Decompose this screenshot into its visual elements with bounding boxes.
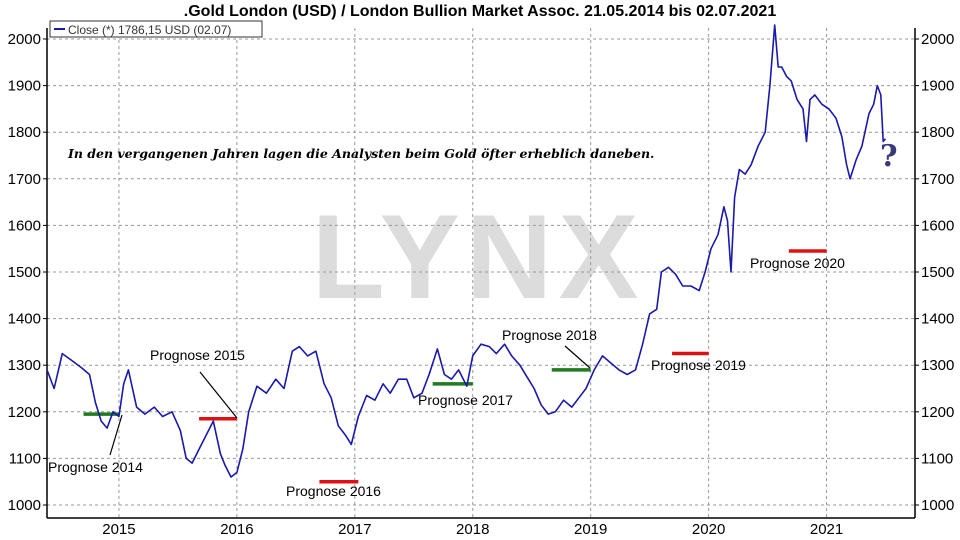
forecast-lines: Prognose 2014 Prognose 2015 Prognose 2016 P…	[48, 249, 845, 499]
x-tick-label: 2016	[220, 521, 253, 538]
y-tick-label-left: 1000	[8, 497, 41, 514]
y-tick-label-left: 1400	[8, 311, 41, 328]
y-tick-label-left: 1600	[8, 217, 41, 234]
x-tick-label: 2021	[810, 521, 843, 538]
grid	[47, 28, 915, 518]
x-tick-label: 2020	[692, 521, 725, 538]
y-tick-label-right: 1600	[921, 217, 954, 234]
y-tick-label-left: 1900	[8, 78, 41, 95]
forecast-pointer	[199, 371, 238, 419]
forecast-label: Prognose 2017	[418, 392, 513, 408]
forecast-pointer	[564, 345, 591, 369]
axes: 1000 1000 1100 1100 1200 1200 1300 1300 1400 1400…	[8, 28, 954, 538]
y-tick-label-right: 1200	[921, 404, 954, 421]
forecast-label: Prognose 2016	[286, 483, 381, 499]
y-tick-label-left: 1700	[8, 171, 41, 188]
y-tick-label-right: 1300	[921, 357, 954, 374]
y-tick-label-left: 1800	[8, 124, 41, 141]
legend: Close (*) 1786,15 USD (02.07)	[49, 20, 263, 38]
x-tick-label: 2015	[102, 521, 135, 538]
y-tick-label-right: 1000	[921, 497, 954, 514]
x-tick-label: 2019	[574, 521, 607, 538]
annotation-text: In den vergangenen Jahren lagen die Anal…	[67, 146, 654, 161]
forecast-label: Prognose 2020	[750, 255, 845, 271]
legend-label: Close (*) 1786,15 USD (02.07)	[68, 23, 231, 37]
x-tick-label: 2018	[456, 521, 489, 538]
x-tick-label: 2017	[338, 521, 371, 538]
y-tick-label-right: 2000	[921, 31, 954, 48]
y-tick-label-right: 1900	[921, 78, 954, 95]
y-tick-label-left: 1500	[8, 264, 41, 281]
forecast-label: Prognose 2014	[48, 459, 143, 475]
forecast-label: Prognose 2018	[502, 327, 597, 343]
y-tick-label-left: 1300	[8, 357, 41, 374]
question-mark: ?	[880, 139, 898, 174]
forecast-pointer	[109, 414, 123, 456]
forecast-label: Prognose 2019	[651, 357, 746, 373]
y-tick-label-left: 2000	[8, 31, 41, 48]
legend-box	[49, 20, 263, 38]
y-tick-label-right: 1400	[921, 311, 954, 328]
y-tick-label-left: 1100	[9, 450, 41, 467]
chart-title: .Gold London (USD) / London Bullion Mark…	[184, 3, 777, 20]
y-tick-label-right: 1700	[921, 171, 954, 188]
y-tick-label-left: 1200	[8, 404, 41, 421]
y-tick-label-right: 1800	[921, 124, 954, 141]
y-tick-label-right: 1100	[921, 450, 953, 467]
lynx-watermark: LYNX	[311, 190, 644, 324]
forecast-label: Prognose 2015	[150, 347, 245, 363]
gold-close-line	[46, 24, 887, 478]
y-tick-label-right: 1500	[921, 264, 954, 281]
